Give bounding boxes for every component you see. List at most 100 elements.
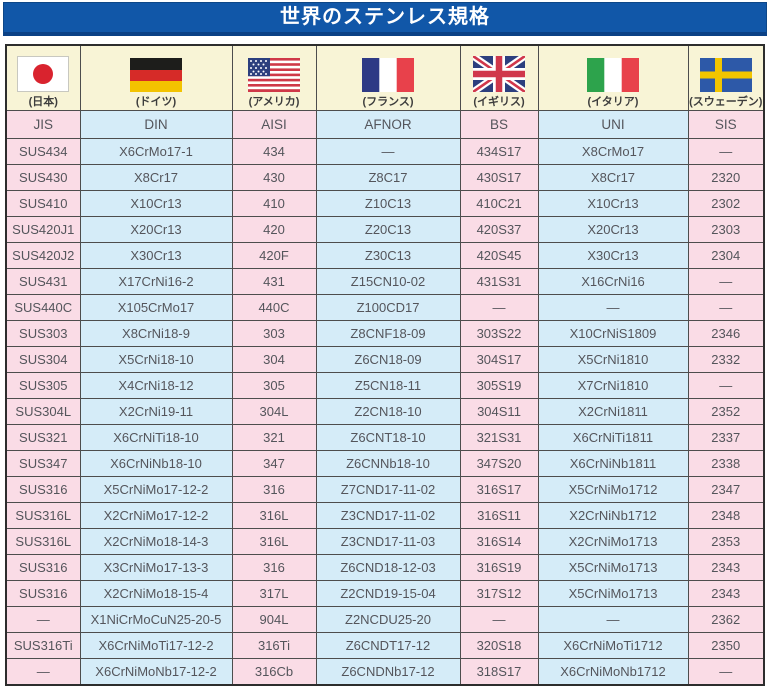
table-cell: 303S22 (459, 320, 539, 347)
table-cell: X2CrNi19-11 (79, 398, 233, 425)
table-cell: X5CrNiMo17-12-2 (79, 476, 233, 503)
table-cell: X2CrNiMo18-14-3 (79, 528, 233, 555)
germany-flag-icon (130, 58, 182, 92)
table-cell: X2CrNi1811 (537, 398, 689, 425)
table-cell: SUS420J2 (5, 242, 81, 269)
table-cell: Z2CN18-10 (315, 398, 461, 425)
table-cell: 304S11 (459, 398, 539, 425)
table-cell: ― (459, 606, 539, 633)
table-cell: SUS303 (5, 320, 81, 347)
table-cell: 2343 (687, 580, 765, 607)
country-label: (ドイツ) (135, 96, 177, 108)
table-cell: 431 (231, 268, 317, 295)
table-row: SUS431 X17CrNi16-2 431 Z15CN10-02 431S31 X16C… (5, 268, 765, 295)
table-cell: SUS321 (5, 424, 81, 451)
table-cell: X4CrNi18-12 (79, 372, 233, 399)
table-cell: 347 (231, 450, 317, 477)
table-cell: 317S12 (459, 580, 539, 607)
table-cell: X6CrMo17-1 (79, 138, 233, 165)
country-header: (日本) (5, 44, 81, 111)
table-row: SUS305 X4CrNi18-12 305 Z5CN18-11 305S19 X7CrN… (5, 372, 765, 399)
table-cell: X6CrNiMoTi17-12-2 (79, 632, 233, 659)
table-cell: 420S45 (459, 242, 539, 269)
table-cell: ― (5, 606, 81, 633)
table-cell: SUS305 (5, 372, 81, 399)
table-cell: 318S17 (459, 658, 539, 686)
table-cell: 430S17 (459, 164, 539, 191)
table-cell: X10Cr13 (537, 190, 689, 217)
table-cell: 2303 (687, 216, 765, 243)
uk-flag-icon (473, 56, 525, 92)
table-cell: ― (687, 658, 765, 686)
table-row: SUS316L X2CrNiMo17-12-2 316L Z3CND17-11-02 3… (5, 502, 765, 529)
usa-flag-icon (248, 58, 300, 92)
table-cell: 2332 (687, 346, 765, 373)
table-row: SUS316 X5CrNiMo17-12-2 316 Z7CND17-11-02 316… (5, 476, 765, 503)
table-cell: Z8CNF18-09 (315, 320, 461, 347)
flag-header-row: (日本) (ドイツ) (アメリカ) (フランス) (イギリス) (イタリア) (スウェーデン… (5, 44, 765, 111)
country-header: (イタリア) (537, 44, 689, 111)
table-cell: 2338 (687, 450, 765, 477)
standard-header-din: DIN (79, 110, 233, 139)
table-cell: X30Cr13 (79, 242, 233, 269)
table-row: SUS316 X2CrNiMo18-15-4 317L Z2CND19-15-04 31… (5, 580, 765, 607)
table-cell: Z6CN18-09 (315, 346, 461, 373)
table-cell: 305S19 (459, 372, 539, 399)
standard-header-uni: UNI (537, 110, 689, 139)
country-label: (スウェーデン) (689, 96, 763, 108)
table-cell: X5CrNi1810 (537, 346, 689, 373)
country-label: (イギリス) (473, 96, 525, 108)
italy-flag-icon (587, 58, 639, 92)
table-cell: SUS440C (5, 294, 81, 321)
table-cell: X5CrNiMo1713 (537, 554, 689, 581)
table-cell: X6CrNiNb18-10 (79, 450, 233, 477)
table-cell: ― (459, 294, 539, 321)
table-cell: SUS420J1 (5, 216, 81, 243)
table-cell: 2304 (687, 242, 765, 269)
table-cell: 410C21 (459, 190, 539, 217)
table-cell: 2353 (687, 528, 765, 555)
table-cell: Z2CND19-15-04 (315, 580, 461, 607)
table-cell: 420 (231, 216, 317, 243)
standard-header-sis: SIS (687, 110, 765, 139)
table-cell: ― (687, 372, 765, 399)
table-cell: 431S31 (459, 268, 539, 295)
stainless-standards-table: (日本) (ドイツ) (アメリカ) (フランス) (イギリス) (イタリア) (スウェーデン… (5, 44, 765, 686)
table-body: SUS434 X6CrMo17-1 434 ― 434S17 X8CrMo17 ― SUS43… (5, 138, 765, 686)
table-cell: X6CrNiMoNb1712 (537, 658, 689, 686)
table-row: SUS430 X8Cr17 430 Z8C17 430S17 X8Cr17 2320 (5, 164, 765, 191)
table-cell: 2343 (687, 554, 765, 581)
table-cell: X20Cr13 (79, 216, 233, 243)
table-cell: SUS316L (5, 528, 81, 555)
table-cell: Z3CND17-11-02 (315, 502, 461, 529)
table-cell: ― (315, 138, 461, 165)
standard-header-jis: JIS (5, 110, 81, 139)
table-cell: X2CrNiMo18-15-4 (79, 580, 233, 607)
table-cell: X8CrNi18-9 (79, 320, 233, 347)
table-cell: 321 (231, 424, 317, 451)
table-cell: 410 (231, 190, 317, 217)
table-row: SUS434 X6CrMo17-1 434 ― 434S17 X8CrMo17 ― (5, 138, 765, 165)
table-cell: 2337 (687, 424, 765, 451)
table-cell: 316L (231, 502, 317, 529)
table-cell: 904L (231, 606, 317, 633)
table-cell: X8Cr17 (79, 164, 233, 191)
table-cell: X8CrMo17 (537, 138, 689, 165)
country-header: (ドイツ) (79, 44, 233, 111)
country-header: (アメリカ) (231, 44, 317, 111)
country-label: (フランス) (362, 96, 414, 108)
table-cell: SUS434 (5, 138, 81, 165)
table-cell: 2302 (687, 190, 765, 217)
table-cell: X17CrNi16-2 (79, 268, 233, 295)
table-row: SUS410 X10Cr13 410 Z10C13 410C21 X10Cr13 2302 (5, 190, 765, 217)
table-cell: 316 (231, 554, 317, 581)
table-cell: ― (5, 658, 81, 686)
table-cell: 2348 (687, 502, 765, 529)
table-cell: 420F (231, 242, 317, 269)
table-cell: X5CrNiMo1713 (537, 580, 689, 607)
table-cell: 316S14 (459, 528, 539, 555)
table-cell: X105CrMo17 (79, 294, 233, 321)
table-cell: Z6CNNb18-10 (315, 450, 461, 477)
standard-name-header-row: JIS DIN AISI AFNOR BS UNI SIS (5, 110, 765, 139)
